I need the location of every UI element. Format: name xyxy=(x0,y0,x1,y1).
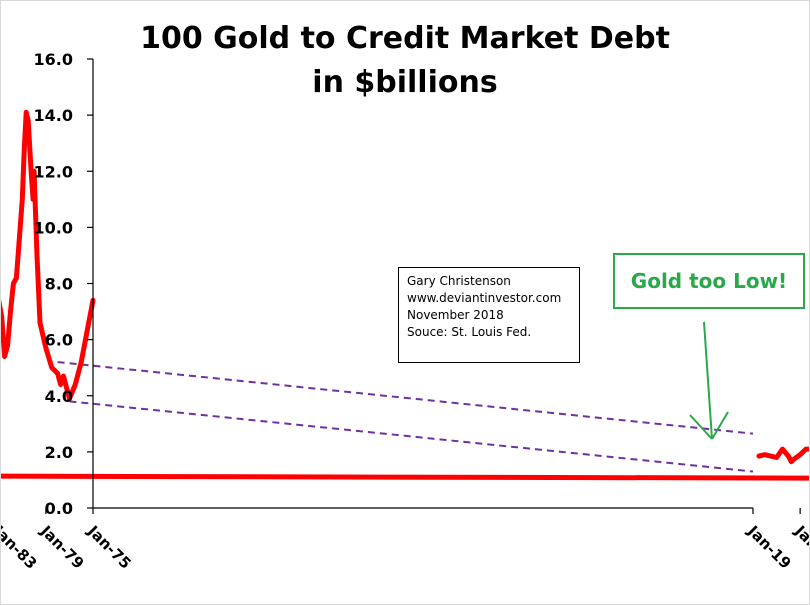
y-tick-label: 10.0 xyxy=(34,218,73,237)
y-tick-label: 0.0 xyxy=(45,499,73,518)
y-tick-label: 2.0 xyxy=(45,443,73,462)
credit-author: Gary Christenson xyxy=(407,274,511,288)
arrow-shaft xyxy=(703,321,713,440)
y-tick-label: 6.0 xyxy=(45,331,73,350)
x-tick-label: Jan-83 xyxy=(1,521,40,572)
series-lines xyxy=(1,109,809,481)
series-line-gold-to-debt xyxy=(1,109,809,481)
arrow-head-left xyxy=(689,414,713,440)
trendline-lower xyxy=(69,400,754,473)
trendlines xyxy=(57,361,754,473)
chart-title: 100 Gold to Credit Market Debt in $billio… xyxy=(140,21,670,100)
chart-title-line-2: in $billions xyxy=(312,65,497,100)
y-tick-labels: 0.0 2.0 4.0 6.0 8.0 10.0 12.0 14.0 16.0 xyxy=(34,50,73,518)
x-tick-labels: Jan-75Jan-79Jan-83Jan-87Jan-91Jan-95Jan-… xyxy=(1,521,809,572)
y-tick-label: 12.0 xyxy=(34,162,73,181)
chart-title-line-1: 100 Gold to Credit Market Debt xyxy=(140,21,670,56)
x-tick-label: Jan-19 xyxy=(743,521,794,572)
axes xyxy=(45,58,801,514)
callout-arrow xyxy=(689,321,729,440)
y-tick-label: 8.0 xyxy=(45,275,73,294)
credit-date: November 2018 xyxy=(407,308,504,322)
arrow-head-right xyxy=(711,411,729,440)
credit-source: Souce: St. Louis Fed. xyxy=(407,325,532,339)
x-tick-label: Jan-15 xyxy=(791,521,809,572)
trendline-upper xyxy=(57,361,754,435)
x-tick-label: Jan-75 xyxy=(83,521,134,572)
x-tick-label: Jan-79 xyxy=(36,521,87,572)
y-tick-label: 14.0 xyxy=(34,106,73,125)
callout-text: Gold too Low! xyxy=(630,269,788,293)
credit-website: www.deviantinvestor.com xyxy=(407,291,562,305)
callout-box: Gold too Low! xyxy=(613,253,805,309)
y-tick-label: 4.0 xyxy=(45,387,73,406)
y-tick-label: 16.0 xyxy=(34,50,73,69)
credit-box: Gary Christenson www.deviantinvestor.com… xyxy=(398,267,580,363)
